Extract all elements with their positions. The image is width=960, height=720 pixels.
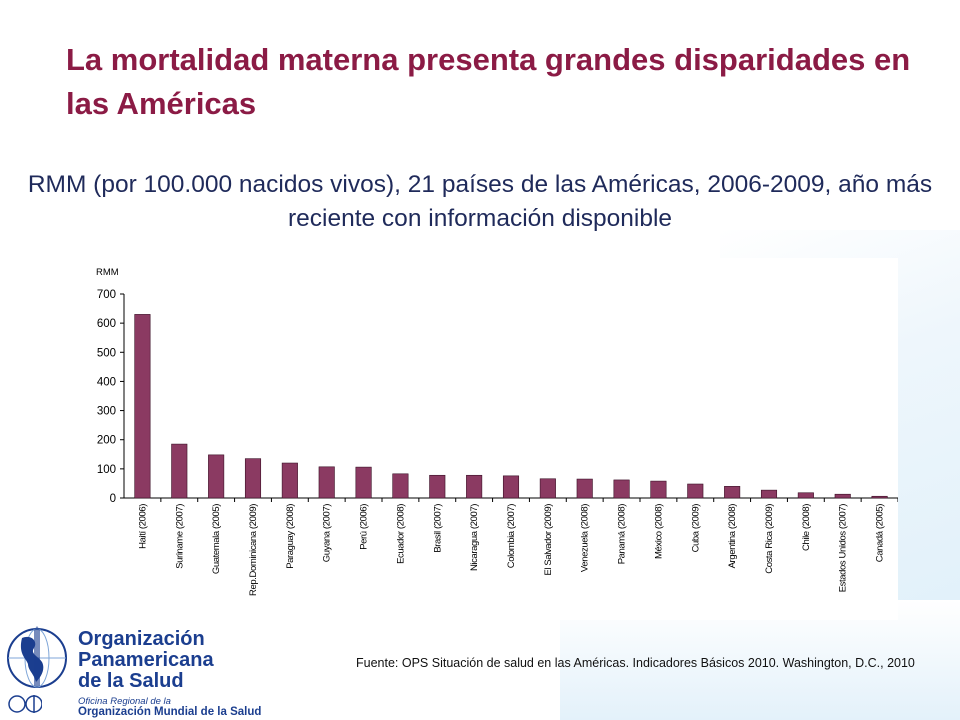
- paho-logo: Organización Panamericana de la Salud Of…: [4, 622, 304, 720]
- bar: [760, 489, 778, 499]
- x-category-label: Panamá (2008): [617, 504, 628, 565]
- logo-who-text: Organización Mundial de la Salud: [78, 706, 262, 718]
- y-tick-label: 0: [110, 493, 116, 505]
- who-emblem-icon: [8, 695, 42, 713]
- y-tick-label: 500: [97, 347, 116, 359]
- x-category-label: Colombia (2007): [506, 504, 517, 568]
- y-tick-label: 600: [97, 318, 116, 330]
- chart-panel: RMM 0 100 200 300 400 500 600 700 Haití (2006) Sur…: [66, 258, 898, 620]
- bar: [134, 314, 151, 499]
- y-tick-label: 200: [97, 435, 116, 447]
- x-category-label: Costa Rica (2009): [764, 504, 775, 574]
- bar: [429, 474, 446, 499]
- x-category-label: Guyana (2007): [322, 504, 333, 562]
- x-category-label: Ecuador (2008): [395, 504, 406, 564]
- bar: [355, 466, 372, 499]
- x-category-label: Suriname (2007): [174, 504, 185, 569]
- y-tick-label: 700: [97, 289, 116, 301]
- slide-title: La mortalidad materna presenta grandes d…: [66, 42, 911, 121]
- bar: [244, 458, 262, 499]
- bar-chart: RMM 0 100 200 300 400 500 600 700 Haití (2006) Sur…: [96, 267, 898, 596]
- bar: [318, 466, 335, 499]
- x-category-label: Nicaragua (2007): [469, 504, 480, 571]
- bar: [208, 454, 225, 499]
- slide-subtitle: RMM (por 100.000 nacidos vivos), 21 país…: [27, 171, 933, 232]
- globe-icon: [7, 626, 67, 688]
- background-decoration-bottom: [560, 600, 960, 720]
- logo-text-line3: de la Salud: [78, 670, 184, 692]
- x-category-label: Venezuela (2008): [580, 504, 591, 572]
- bar: [687, 483, 704, 499]
- logo-small-text: Oficina Regional de la: [78, 696, 171, 707]
- x-category-label: México (2008): [653, 504, 664, 559]
- bar: [576, 478, 593, 499]
- logo-text-line2: Panamericana: [78, 649, 214, 671]
- x-category-label: Estados Unidos (2007): [838, 504, 849, 592]
- bar: [502, 475, 520, 499]
- source-note: Fuente: OPS Situación de salud en las Am…: [356, 656, 915, 670]
- x-category-label: Argentina (2008): [727, 504, 738, 569]
- x-category-label: Canadá (2005): [875, 504, 886, 562]
- x-category-label: Perú (2006): [359, 504, 370, 550]
- bar: [834, 493, 851, 499]
- bar: [466, 474, 483, 499]
- bar: [871, 495, 888, 499]
- logo-text-line1: Organización: [78, 628, 205, 650]
- bar: [392, 473, 409, 499]
- x-category-label: Brasil (2007): [432, 504, 443, 553]
- x-category-label: Haití (2006): [137, 504, 148, 549]
- x-category-label: El Salvador (2009): [543, 504, 554, 576]
- x-category-label: Rep.Dominicana (2009): [248, 504, 259, 596]
- y-tick-label: 100: [97, 464, 116, 476]
- bar: [613, 479, 630, 499]
- x-category-label: Chile (2008): [801, 504, 812, 551]
- y-axis-title: RMM: [96, 267, 119, 278]
- bar: [797, 492, 814, 499]
- bar: [650, 480, 667, 499]
- bar: [281, 462, 298, 499]
- bar: [539, 478, 556, 499]
- x-category-label: Guatemala (2005): [211, 504, 222, 574]
- y-tick-label: 400: [97, 376, 116, 388]
- x-category-label: Cuba (2009): [690, 504, 701, 553]
- bar: [171, 443, 188, 499]
- x-category-label: Paraguay (2008): [285, 504, 296, 569]
- y-tick-label: 300: [97, 406, 116, 418]
- bar: [724, 486, 741, 499]
